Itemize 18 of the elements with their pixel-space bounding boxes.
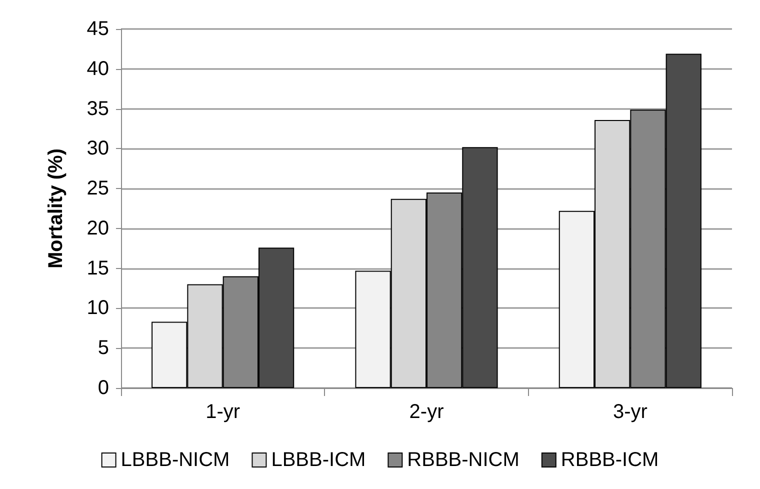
y-tick-label: 15 [86, 257, 109, 280]
legend-label: RBBB-NICM [407, 449, 520, 471]
y-tick-label: 25 [86, 178, 109, 200]
x-tick-label: 3-yr [612, 401, 648, 423]
x-tick-label: 2-yr [409, 401, 444, 423]
y-tick-label: 0 [98, 377, 109, 399]
y-tick-label: 45 [86, 18, 109, 40]
legend-label: LBBB-NICM [120, 449, 230, 471]
legend-label: LBBB-ICM [271, 449, 366, 471]
y-axis-title: Mortality (%) [45, 148, 67, 268]
y-tick-label: 20 [86, 217, 109, 240]
y-tick-label: 30 [86, 138, 109, 160]
y-tick-label: 5 [98, 337, 109, 360]
legend-label: RBBB-ICM [560, 449, 659, 471]
y-tick-label: 35 [86, 98, 109, 120]
y-tick-label: 10 [86, 297, 109, 320]
y-tick-label: 40 [86, 58, 109, 80]
x-tick-label: 1-yr [206, 401, 240, 423]
